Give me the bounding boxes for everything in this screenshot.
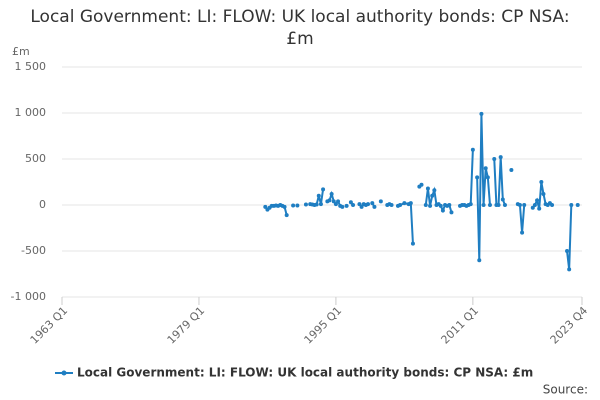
point	[314, 202, 319, 207]
point	[303, 202, 308, 207]
point	[487, 203, 492, 207]
point	[344, 203, 349, 208]
y-tick-label: 500	[25, 152, 46, 165]
point	[522, 203, 527, 207]
point	[348, 200, 353, 205]
x-tick-label: 1995 Q1	[302, 304, 345, 347]
line	[476, 113, 491, 261]
point	[340, 204, 345, 209]
point	[263, 204, 268, 209]
point	[569, 203, 574, 207]
point	[327, 198, 332, 203]
point	[470, 147, 475, 152]
line	[424, 186, 453, 214]
point	[485, 175, 490, 180]
line	[566, 204, 573, 270]
point	[447, 203, 452, 207]
x-tick-label: 1979 Q1	[165, 304, 208, 347]
point	[372, 204, 377, 209]
y-tick-label: 0	[39, 198, 46, 211]
point	[425, 186, 430, 191]
x-tick-label: 2011 Q1	[439, 304, 482, 347]
point	[370, 201, 375, 206]
point	[318, 202, 323, 207]
point	[389, 203, 394, 207]
y-tick-label: 1 000	[15, 106, 47, 119]
point	[541, 191, 546, 196]
point	[537, 206, 542, 211]
point	[492, 157, 497, 161]
chart-title: Local Government: LI: FLOW: UK local aut…	[30, 7, 570, 49]
point	[357, 202, 362, 207]
point	[438, 203, 443, 208]
point	[575, 203, 580, 207]
point	[408, 201, 413, 206]
point	[449, 210, 454, 215]
point	[419, 182, 424, 187]
line	[517, 203, 526, 233]
point	[329, 191, 334, 196]
point	[530, 205, 535, 210]
legend-marker	[61, 370, 67, 376]
point	[498, 155, 503, 160]
point	[481, 203, 486, 207]
point	[284, 213, 289, 218]
point	[333, 202, 338, 207]
y-axis-unit: £m	[12, 45, 30, 58]
point	[359, 204, 364, 209]
y-tick-label: -1 000	[11, 290, 46, 303]
point	[432, 188, 437, 193]
point	[483, 166, 488, 171]
point	[517, 203, 522, 207]
point	[475, 175, 480, 180]
point	[479, 111, 484, 116]
point	[321, 187, 326, 192]
point	[550, 203, 555, 207]
point	[398, 203, 403, 207]
point	[468, 202, 473, 207]
point	[423, 203, 428, 207]
line	[459, 149, 474, 208]
point	[428, 203, 433, 208]
x-tick-label: 1963 Q1	[28, 304, 71, 347]
point	[509, 168, 514, 173]
y-tick-label: 1 500	[15, 60, 47, 73]
point	[567, 267, 572, 272]
y-tick-label: -500	[21, 244, 46, 257]
point	[520, 230, 525, 235]
point	[316, 193, 321, 198]
line	[397, 201, 414, 244]
point	[440, 208, 445, 213]
point	[532, 203, 537, 207]
point	[331, 199, 336, 204]
point	[539, 180, 544, 184]
source: Source:	[543, 383, 588, 397]
point	[366, 202, 371, 207]
point	[351, 203, 356, 207]
point	[410, 241, 415, 246]
legend-label: Local Government: LI: FLOW: UK local aut…	[77, 366, 533, 380]
point	[402, 201, 407, 206]
point	[282, 204, 287, 209]
point	[565, 249, 570, 253]
x-tick-label: 2023 Q4	[548, 304, 591, 347]
point	[295, 203, 300, 208]
point	[535, 198, 540, 203]
point	[502, 203, 507, 207]
point	[500, 197, 505, 202]
point	[291, 203, 296, 208]
point	[336, 199, 341, 204]
point	[477, 258, 482, 263]
point	[430, 193, 435, 198]
point	[378, 199, 383, 204]
point	[496, 203, 501, 207]
